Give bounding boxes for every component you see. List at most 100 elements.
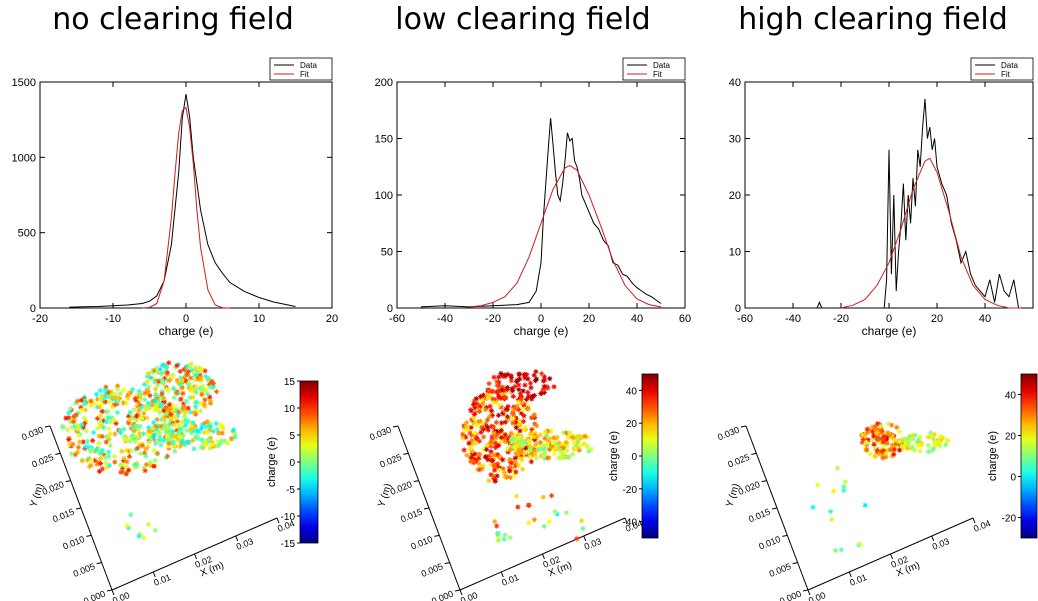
x-tick-label: -20 (32, 313, 48, 325)
x-tick-mark (235, 535, 239, 542)
scatter-point (207, 420, 213, 426)
scatter-point (97, 396, 103, 402)
scatter-point (106, 449, 112, 455)
scatter-3d-0: 0.000.010.020.030.04X (m)0.0000.0050.010… (20, 360, 319, 601)
scatter-point (489, 472, 496, 479)
y-tick-mark (44, 425, 51, 428)
scatter-point (99, 433, 105, 439)
scatter-point (83, 443, 89, 450)
x-tick-label: 0.01 (848, 572, 868, 588)
scatter-point (91, 429, 97, 436)
scatter-point (493, 435, 499, 441)
scatter-point (166, 430, 172, 436)
scatter-point (162, 418, 168, 424)
scatter-point (542, 435, 548, 441)
scatter-point (228, 436, 234, 442)
scatter-point (884, 440, 890, 446)
scatter-point (468, 458, 474, 464)
scatter-point (129, 432, 135, 439)
scatter-point (141, 381, 147, 388)
scatter-point (494, 462, 500, 468)
y-tick-mark (423, 507, 430, 510)
scatter-point (556, 440, 562, 446)
scatter-point (829, 516, 835, 523)
scatter-point (150, 425, 156, 431)
scatter-point (164, 386, 170, 392)
scatter-point (137, 450, 143, 457)
scatter-point (155, 382, 161, 388)
scatter-point (148, 462, 154, 468)
scatter-point (894, 424, 900, 430)
y-tick-mark (403, 452, 409, 455)
scatter-point (142, 468, 148, 474)
scatter-point (474, 423, 480, 429)
scatter-point (66, 410, 72, 416)
scatter-point (99, 448, 106, 454)
scatter-point (189, 367, 195, 374)
series-fit (840, 157, 1021, 309)
x-tick-label: 10 (253, 313, 265, 325)
scatter-point (514, 431, 520, 438)
scatter-point (507, 444, 513, 450)
scatter-point (132, 438, 139, 445)
scatter-point (478, 429, 484, 435)
scatter-point (527, 446, 533, 452)
scatter-point (488, 443, 494, 449)
scatter-point (191, 446, 197, 452)
scatter-point (862, 432, 868, 438)
scatter-point (144, 444, 151, 451)
scatter-point (100, 398, 107, 405)
scatter-point (547, 441, 553, 447)
scatter-point (101, 392, 107, 398)
scatter-point (207, 394, 213, 400)
scatter-point (176, 430, 182, 436)
scatter-point (123, 471, 129, 477)
scatter-point (516, 399, 522, 405)
scatter-point (522, 424, 529, 431)
scatter-point (134, 415, 140, 421)
scatter-point (142, 397, 148, 403)
scatter-point (138, 392, 144, 399)
scatter-point (830, 488, 837, 494)
y-tick-mark (106, 589, 113, 592)
scatter-point (871, 441, 877, 447)
y-tick-mark (75, 507, 82, 510)
scatter-point (571, 439, 577, 445)
scatter-point (520, 427, 526, 433)
scatter-point (521, 371, 527, 378)
scatter-point (814, 482, 821, 488)
scatter-point (869, 424, 875, 430)
scatter-point (141, 410, 147, 416)
colorbar-tick-label: 15 (284, 377, 296, 388)
scatter-point (156, 369, 162, 375)
scatter-point (498, 424, 504, 431)
scatter-point (158, 371, 165, 377)
scatter-point (838, 547, 845, 553)
scatter-point (172, 403, 178, 410)
scatter-point (94, 461, 100, 467)
scatter-point (877, 451, 883, 457)
x-axis-label: charge (e) (862, 324, 917, 338)
scatter-point (145, 400, 151, 407)
scatter-point (531, 392, 538, 399)
scatter-point (464, 420, 470, 426)
scatter-point (510, 387, 516, 393)
scatter-point (480, 420, 486, 426)
scatter-point (508, 378, 514, 384)
scatter-point (529, 452, 535, 458)
scatter-point (99, 408, 105, 414)
scatter-point (92, 457, 98, 464)
scatter-point (215, 438, 221, 445)
scatter-point (158, 392, 164, 399)
scatter-point (66, 437, 72, 443)
scatter-point (507, 474, 514, 481)
scatter-point (97, 460, 104, 467)
scatter-point (578, 518, 585, 524)
scatter-point (932, 440, 938, 447)
scatter-point (874, 429, 880, 436)
y-tick-mark (802, 589, 809, 592)
scatter-point (908, 436, 914, 442)
scatter-point (107, 442, 114, 448)
scatter-point (558, 445, 565, 451)
scatter-point (100, 396, 106, 402)
